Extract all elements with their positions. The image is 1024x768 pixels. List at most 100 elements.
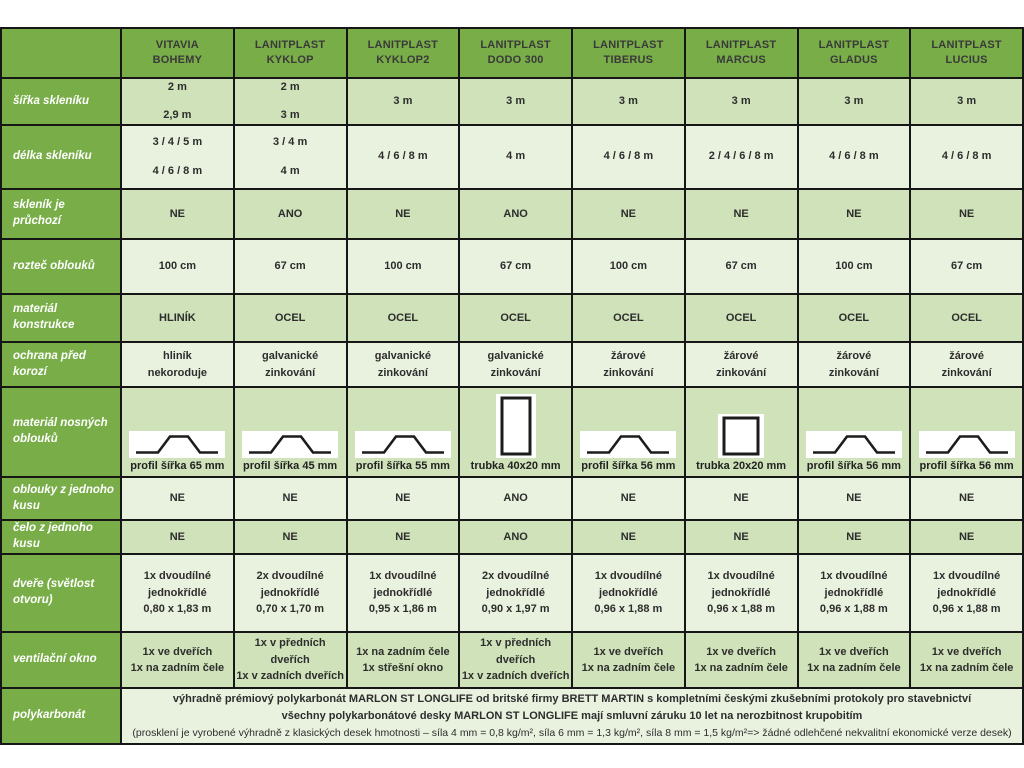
column-header: LANITPLAST TIBERUS	[573, 29, 684, 77]
cell-line: 0,90 x 1,97 m	[481, 603, 550, 616]
row-label-material-konstrukce: materiál konstrukce	[2, 295, 120, 341]
cell-line: 1x ve dveřích	[819, 645, 889, 658]
cell-line: NE	[395, 530, 411, 543]
table-cell: 67 cm	[460, 240, 571, 293]
cell-line: 1x ve dveřích	[706, 645, 776, 658]
row-label-celo-kus: čelo z jednoho kusu	[2, 521, 120, 553]
profile-cell: profil šířka 55 mm	[347, 388, 459, 476]
table-cell: 3 m	[798, 79, 910, 124]
table-cell: NE	[685, 190, 797, 238]
cell-line: 2,9 m	[163, 109, 192, 121]
cell-line: NE	[395, 207, 411, 220]
cell-line: NE	[846, 207, 862, 220]
table-cell: OCEL	[234, 295, 346, 341]
table-cell: žárové zinkování	[911, 343, 1022, 386]
cell-line: jednokřídlé	[373, 586, 433, 599]
table-cell: ANO	[460, 478, 571, 519]
column-header: LANITPLAST KYKLOP2	[347, 29, 459, 77]
table-cell: 1x v předních dveřích 1x v zadních dveříc…	[460, 633, 571, 687]
table-cell: 2 / 4 / 6 / 8 m	[685, 126, 797, 188]
cell-line: OCEL	[951, 311, 982, 324]
table-cell: 1x dvoudílné jednokřídlé 0,96 x 1,88 m	[685, 555, 797, 631]
cell-line: zinkování	[377, 366, 428, 379]
cell-line: žárové	[723, 350, 759, 362]
cell-line: ANO	[503, 207, 528, 220]
column-header: LANITPLAST MARCUS	[685, 29, 797, 77]
cell-line: 3 m	[280, 109, 300, 121]
hat-profile-icon	[129, 430, 226, 458]
cell-line: zinkování	[603, 366, 654, 379]
cell-line: ANO	[503, 492, 528, 505]
profile-label: profil šířka 56 mm	[919, 459, 1014, 472]
cell-line: 3 m	[393, 94, 413, 107]
profile-label: trubka 40x20 mm	[470, 459, 561, 472]
hat-profile-icon	[242, 430, 339, 458]
table-cell: 1x dvoudílné jednokřídlé 0,96 x 1,88 m	[798, 555, 910, 631]
table-cell: NE	[347, 521, 459, 553]
profile-cell: profil šířka 56 mm	[798, 388, 910, 476]
cell-line: 3 m	[618, 94, 638, 107]
hat-profile-icon	[580, 430, 677, 458]
column-header-line: DODO 300	[487, 54, 544, 66]
cell-line: žárové	[610, 350, 646, 362]
cell-line: NE	[846, 530, 862, 543]
cell-line: 67 cm	[274, 260, 306, 273]
cell-line: NE	[169, 207, 186, 220]
table-cell: ANO	[460, 521, 571, 553]
cell-line: 0,96 x 1,88 m	[932, 603, 1001, 616]
table-cell: NE	[122, 190, 233, 238]
cell-line: žárové	[836, 350, 872, 362]
table-cell: 3 m	[573, 79, 684, 124]
comparison-table: VITAVIA BOHEMY LANITPLAST KYKLOP LANITPLAST K…	[0, 27, 1024, 745]
cell-line: NE	[958, 207, 975, 220]
cell-line: 67 cm	[951, 260, 983, 273]
table-cell: NE	[573, 521, 684, 553]
table-cell: OCEL	[798, 295, 910, 341]
cell-line: 4 / 6 / 8 m	[603, 150, 654, 163]
profile-cell: profil šířka 56 mm	[573, 388, 684, 476]
hat-profile-icon	[918, 430, 1015, 458]
table-cell: 3 m	[460, 79, 571, 124]
table-cell: NE	[573, 478, 684, 519]
cell-line: 1x v zadních dveřích	[236, 670, 344, 683]
profile-cell: trubka 40x20 mm	[460, 388, 571, 476]
table-cell: NE	[798, 521, 910, 553]
column-header-line: LANITPLAST	[705, 38, 777, 51]
cell-line: galvanické	[374, 350, 431, 362]
cell-line: jednokřídlé	[937, 586, 996, 599]
cell-line: 4 m	[506, 150, 526, 163]
row-label-roztec: rozteč oblouků	[2, 240, 120, 293]
cell-line: 100 cm	[384, 260, 422, 273]
column-header: LANITPLAST KYKLOP	[234, 29, 346, 77]
table-cell: NE	[911, 521, 1022, 553]
cell-line: NE	[169, 530, 186, 543]
cell-line: 2x dvoudílné	[256, 570, 324, 583]
table-cell: NE	[911, 190, 1022, 238]
corner-cell	[2, 29, 120, 77]
tube-20x20-icon	[718, 413, 765, 458]
cell-line: NE	[958, 530, 975, 543]
table-cell: 1x dvoudílné jednokřídlé 0,80 x 1,83 m	[122, 555, 233, 631]
table-cell: OCEL	[460, 295, 571, 341]
cell-line: 1x na zadním čele	[581, 662, 676, 674]
cell-line: OCEL	[500, 311, 531, 324]
row-label-ochrana-koroze: ochrana před korozí	[2, 343, 120, 386]
column-header-line: TIBERUS	[603, 54, 654, 66]
cell-line: 3 m	[731, 94, 751, 107]
table-cell: 1x dvoudílné jednokřídlé 0,96 x 1,88 m	[573, 555, 684, 631]
table-cell: 1x dvoudílné jednokřídlé 0,95 x 1,86 m	[347, 555, 459, 631]
table-cell: 4 / 6 / 8 m	[798, 126, 910, 188]
cell-line: NE	[620, 207, 637, 220]
table-cell: ANO	[460, 190, 571, 238]
hat-profile-icon	[354, 430, 451, 458]
column-header-line: LANITPLAST	[593, 38, 664, 51]
column-header-line: GLADUS	[830, 54, 878, 66]
footer-text-line: všechny polykarbonátové desky MARLON ST …	[281, 709, 863, 722]
cell-line: 1x dvoudílné	[707, 570, 775, 583]
table-cell: 67 cm	[234, 240, 346, 293]
cell-line: NE	[733, 207, 749, 220]
table-cell: 100 cm	[122, 240, 233, 293]
profile-label: trubka 20x20 mm	[696, 459, 787, 472]
cell-line: OCEL	[613, 311, 644, 324]
cell-line: 0,96 x 1,88 m	[594, 603, 663, 616]
